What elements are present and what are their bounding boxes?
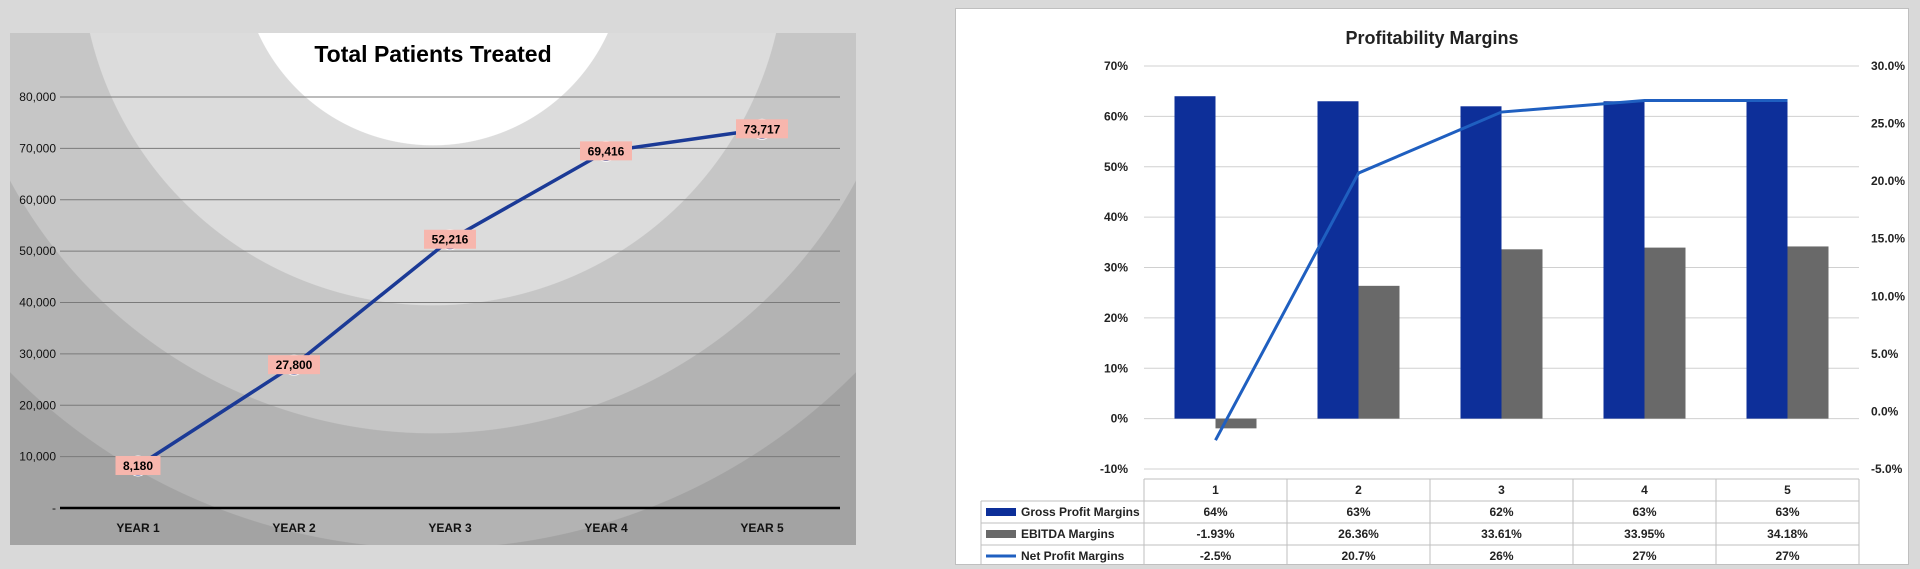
- legend-label: EBITDA Margins: [1021, 527, 1115, 541]
- net-profit-line-path: [1214, 99, 1788, 441]
- y-axis-tick-labels: - 10,000 20,000 30,000 40,000 50,000 60,000 70,…: [19, 90, 56, 515]
- x-tick-label: YEAR 5: [740, 521, 784, 535]
- table-cell: 27%: [1775, 549, 1799, 563]
- table-cell: 33.61%: [1481, 527, 1522, 541]
- table-cell: 63%: [1775, 505, 1799, 519]
- total-patients-chart: Total Patients Treated - 10,000 20,000 30,0…: [10, 33, 856, 545]
- y-tick-label: 50,000: [19, 244, 56, 258]
- table-cell: 26.36%: [1338, 527, 1379, 541]
- table-cell: 33.95%: [1624, 527, 1665, 541]
- right-y-tick-label: 0.0%: [1871, 404, 1899, 418]
- category-label: 4: [1641, 483, 1648, 497]
- x-tick-label: YEAR 2: [272, 521, 316, 535]
- category-label: 2: [1355, 483, 1362, 497]
- y-tick-label: 20,000: [19, 398, 56, 412]
- data-label-bg: [268, 355, 320, 375]
- data-label: 8,180: [123, 459, 153, 473]
- net-profit-line: [1214, 99, 1788, 441]
- table-cell: 27%: [1632, 549, 1656, 563]
- right-y-tick-label: -5.0%: [1871, 462, 1903, 476]
- right-y-tick-label: 10.0%: [1871, 289, 1905, 303]
- table-cell: -1.93%: [1196, 527, 1234, 541]
- x-tick-label: YEAR 3: [428, 521, 472, 535]
- bar-series: [1174, 96, 1829, 429]
- table-cell: 34.18%: [1767, 527, 1808, 541]
- left-y-tick-label: 0%: [1111, 412, 1129, 426]
- table-cell: 62%: [1489, 505, 1513, 519]
- left-y-tick-label: 20%: [1104, 311, 1128, 325]
- data-label-bg: [580, 141, 632, 161]
- data-label: 52,216: [432, 233, 469, 247]
- right-y-tick-label: 5.0%: [1871, 347, 1899, 361]
- legend-label: Net Profit Margins: [1021, 549, 1125, 563]
- bar-gross-profit: [1746, 101, 1788, 419]
- right-y-tick-label: 20.0%: [1871, 174, 1905, 188]
- right-y-tick-label: 15.0%: [1871, 232, 1905, 246]
- y-tick-label: 60,000: [19, 193, 56, 207]
- left-y-axis-tick-labels: -10% 0% 10% 20% 30% 40% 50% 60% 70%: [1100, 59, 1128, 476]
- data-label: 69,416: [588, 144, 625, 158]
- y-tick-label: 40,000: [19, 296, 56, 310]
- left-y-tick-label: 10%: [1104, 361, 1128, 375]
- bar-gross-profit: [1317, 101, 1359, 419]
- gridlines: [60, 96, 840, 510]
- bar-ebitda: [1358, 285, 1400, 419]
- total-patients-svg: Total Patients Treated - 10,000 20,000 30,0…: [10, 33, 856, 545]
- right-y-tick-label: 30.0%: [1871, 59, 1905, 73]
- profitability-margins-chart: Profitability Margins -10% 0% 10% 20% 30% 40%…: [955, 8, 1909, 568]
- data-label-bg: [115, 455, 161, 475]
- y-tick-label: 70,000: [19, 141, 56, 155]
- bar-ebitda: [1644, 247, 1686, 419]
- left-y-tick-label: -10%: [1100, 462, 1128, 476]
- legend-swatch: [986, 508, 1016, 516]
- left-y-tick-label: 30%: [1104, 261, 1128, 275]
- profitability-margins-svg: Profitability Margins -10% 0% 10% 20% 30% 40%…: [980, 28, 1905, 568]
- category-label: 3: [1498, 483, 1505, 497]
- left-y-tick-label: 40%: [1104, 210, 1128, 224]
- table-cell: 63%: [1346, 505, 1370, 519]
- left-y-tick-label: 70%: [1104, 59, 1128, 73]
- x-axis-tick-labels: YEAR 1 YEAR 2 YEAR 3 YEAR 4 YEAR 5: [116, 521, 784, 535]
- data-table: 1 2 3 4 5 Gross Profit Margins 64% 63% 62% 63% 63%…: [980, 478, 1860, 568]
- category-label: 1: [1212, 483, 1219, 497]
- bar-gross-profit: [1174, 96, 1216, 419]
- data-label-bg: [424, 229, 476, 249]
- x-tick-label: YEAR 1: [116, 521, 160, 535]
- left-y-tick-label: 60%: [1104, 109, 1128, 123]
- x-tick-label: YEAR 4: [584, 521, 628, 535]
- bar-ebitda: [1787, 246, 1829, 419]
- bar-ebitda: [1501, 249, 1543, 419]
- chart-title: Total Patients Treated: [314, 41, 551, 67]
- category-label: 5: [1784, 483, 1791, 497]
- chart-title: Profitability Margins: [1345, 28, 1518, 48]
- data-label: 27,800: [276, 358, 313, 372]
- table-cell: 64%: [1203, 505, 1227, 519]
- bar-gross-profit: [1603, 101, 1645, 419]
- table-cell: 63%: [1632, 505, 1656, 519]
- data-label: 73,717: [744, 122, 781, 136]
- right-y-axis-tick-labels: -5.0% 0.0% 5.0% 10.0% 15.0% 20.0% 25.0% 30.0%: [1871, 59, 1905, 476]
- right-y-tick-label: 25.0%: [1871, 117, 1905, 131]
- table-cell: -2.5%: [1200, 549, 1232, 563]
- table-cell: 20.7%: [1341, 549, 1375, 563]
- table-cell: 26%: [1489, 549, 1513, 563]
- bar-ebitda: [1215, 418, 1257, 429]
- series-line: 8,180 27,800 52,216 69,416 73,717: [115, 118, 788, 477]
- left-y-tick-label: 50%: [1104, 160, 1128, 174]
- y-tick-label: 80,000: [19, 90, 56, 104]
- legend-swatch: [986, 530, 1016, 538]
- bar-gross-profit: [1460, 106, 1502, 419]
- legend-label: Gross Profit Margins: [1021, 505, 1140, 519]
- y-tick-label: 30,000: [19, 347, 56, 361]
- y-tick-label: -: [52, 501, 56, 515]
- data-label-bg: [736, 119, 788, 139]
- y-tick-label: 10,000: [19, 450, 56, 464]
